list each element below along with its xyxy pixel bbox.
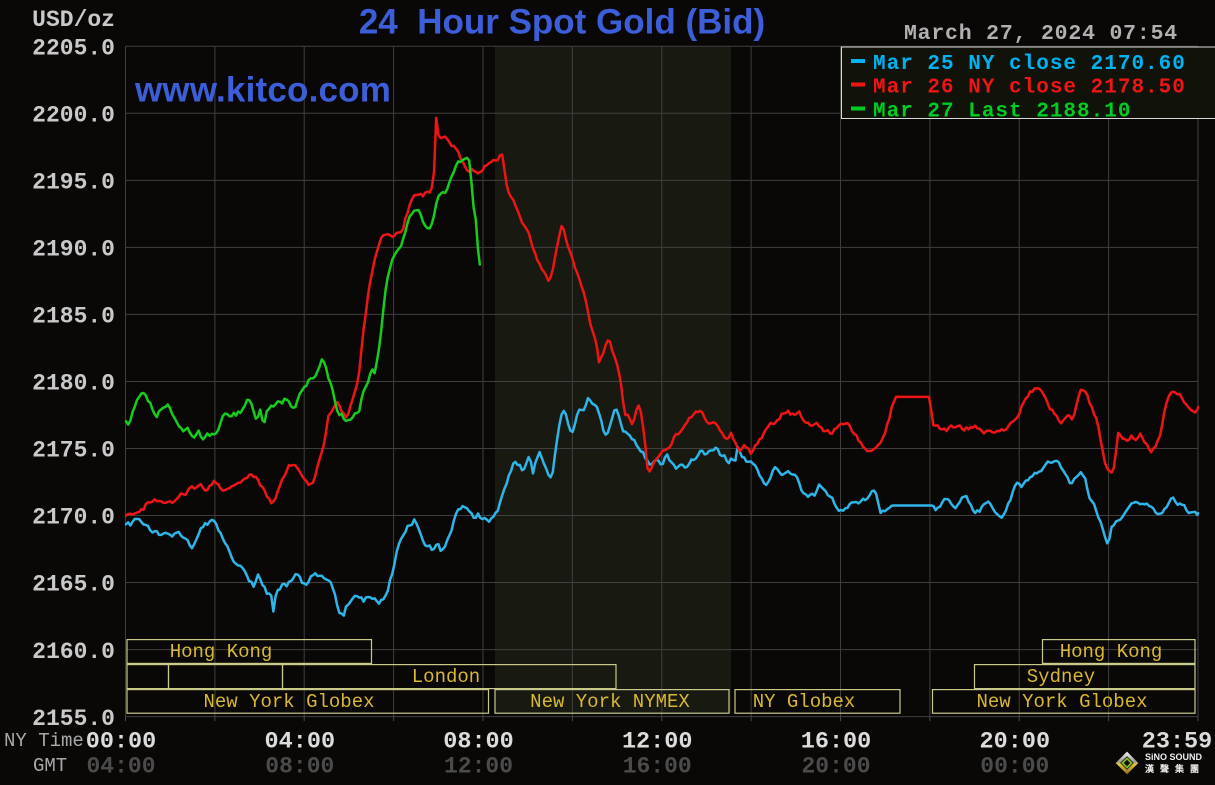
svg-text:2170.0: 2170.0 [32, 505, 115, 531]
svg-text:2190.0: 2190.0 [32, 237, 115, 263]
svg-text:March 27, 2024 07:54: March 27, 2024 07:54 [904, 22, 1178, 46]
svg-text:Mar 25 NY close 2170.60: Mar 25 NY close 2170.60 [873, 53, 1186, 76]
svg-text:USD/oz: USD/oz [32, 7, 115, 33]
svg-text:20:00: 20:00 [801, 754, 870, 780]
svg-text:00:00: 00:00 [86, 729, 157, 756]
svg-text:New York Globex: New York Globex [976, 691, 1147, 713]
svg-text:London: London [412, 666, 480, 688]
svg-text:www.kitco.com: www.kitco.com [134, 71, 391, 110]
svg-text:16:00: 16:00 [623, 754, 692, 780]
svg-text:04:00: 04:00 [86, 754, 155, 780]
svg-text:20:00: 20:00 [980, 729, 1051, 756]
svg-text:08:00: 08:00 [443, 729, 514, 756]
svg-text:2195.0: 2195.0 [32, 170, 115, 196]
svg-text:2160.0: 2160.0 [32, 639, 115, 665]
svg-text:New York NYMEX: New York NYMEX [530, 691, 690, 713]
svg-text:16:00: 16:00 [801, 729, 872, 756]
svg-text:2180.0: 2180.0 [32, 371, 115, 397]
svg-text:2205.0: 2205.0 [32, 36, 115, 62]
svg-text:NY Globex: NY Globex [753, 691, 856, 713]
svg-text:2185.0: 2185.0 [32, 304, 115, 330]
svg-text:12:00: 12:00 [622, 729, 693, 756]
svg-text:23:59: 23:59 [1142, 729, 1213, 756]
svg-text:2165.0: 2165.0 [32, 572, 115, 598]
svg-text:2200.0: 2200.0 [32, 103, 115, 129]
svg-text:Sydney: Sydney [1027, 666, 1095, 688]
svg-text:漢聲集團: 漢聲集團 [1145, 763, 1205, 774]
svg-text:04:00: 04:00 [265, 729, 336, 756]
svg-text:2155.0: 2155.0 [32, 706, 115, 732]
svg-text:00:00: 00:00 [980, 754, 1049, 780]
svg-text:24 Hour Spot Gold (Bid): 24 Hour Spot Gold (Bid) [359, 3, 765, 42]
svg-text:Hong Kong: Hong Kong [1060, 641, 1163, 663]
svg-text:New York Globex: New York Globex [203, 691, 374, 713]
svg-text:Mar 26 NY close 2178.50: Mar 26 NY close 2178.50 [873, 77, 1186, 100]
svg-text:NY Time: NY Time [4, 730, 84, 752]
svg-text:2175.0: 2175.0 [32, 438, 115, 464]
svg-text:GMT: GMT [33, 755, 67, 777]
svg-text:12:00: 12:00 [444, 754, 513, 780]
svg-text:SiNO SOUND: SiNO SOUND [1145, 752, 1203, 762]
svg-text:08:00: 08:00 [265, 754, 334, 780]
svg-text:Hong Kong: Hong Kong [170, 641, 273, 663]
svg-text:Mar 27 Last 2188.10: Mar 27 Last 2188.10 [873, 101, 1131, 124]
